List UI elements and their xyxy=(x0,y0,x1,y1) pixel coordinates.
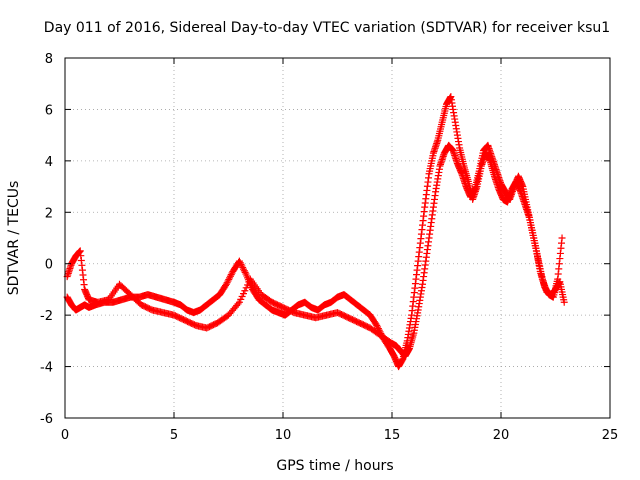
data-point xyxy=(241,268,249,276)
y-axis-label: SDTVAR / TECUs xyxy=(6,181,22,296)
data-point xyxy=(558,234,566,242)
x-tick-label: 10 xyxy=(275,428,292,443)
x-tick-label: 15 xyxy=(384,428,401,443)
grid-lines xyxy=(65,58,610,418)
data-point xyxy=(237,260,245,268)
data-point xyxy=(234,300,242,308)
x-tick-label: 25 xyxy=(602,428,619,443)
data-point xyxy=(226,274,234,282)
data-point xyxy=(239,264,247,272)
x-tick-label: 5 xyxy=(170,428,178,443)
data-point xyxy=(223,279,231,287)
data-point xyxy=(224,277,232,285)
series-trace-b xyxy=(63,141,566,360)
data-point xyxy=(226,272,234,280)
x-tick-label: 0 xyxy=(61,428,69,443)
y-tick-label: 4 xyxy=(45,155,53,170)
data-point xyxy=(239,265,247,273)
y-tick-label: -4 xyxy=(40,361,53,376)
data-points xyxy=(63,93,568,371)
y-tick-label: 2 xyxy=(45,206,53,221)
x-tick-label: 20 xyxy=(493,428,510,443)
y-tick-label: -2 xyxy=(40,309,53,324)
data-point xyxy=(222,280,230,288)
data-point xyxy=(240,267,248,275)
data-point xyxy=(238,262,246,270)
data-point xyxy=(235,257,243,265)
y-tick-label: 6 xyxy=(45,103,53,118)
series-trace-a xyxy=(63,93,568,371)
data-point xyxy=(560,298,568,306)
y-tick-label: 0 xyxy=(45,258,53,273)
data-point xyxy=(373,321,381,329)
data-point xyxy=(225,275,233,283)
data-point xyxy=(236,259,244,267)
x-axis-label: GPS time / hours xyxy=(276,458,393,474)
chart-title: Day 011 of 2016, Sidereal Day-to-day VTE… xyxy=(44,20,610,36)
axis-ticks: 0 5 10 15 20 25 -6 -4 -2 0 2 4 6 8 xyxy=(40,52,618,443)
plot-frame xyxy=(64,57,611,419)
data-point xyxy=(227,271,235,279)
y-tick-label: 8 xyxy=(45,52,53,67)
y-tick-label: -6 xyxy=(40,412,53,427)
